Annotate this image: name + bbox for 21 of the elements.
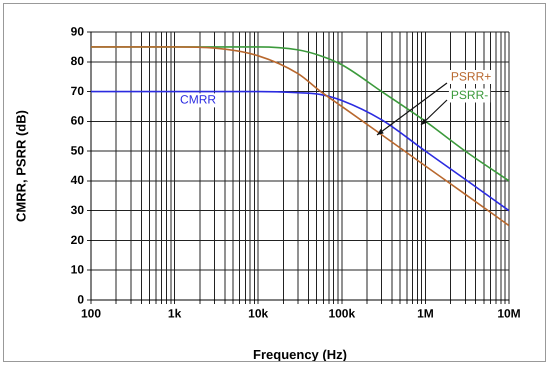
y-tick-label: 80	[70, 54, 84, 68]
y-tick-label: 30	[70, 202, 84, 217]
y-tick-label: 70	[70, 84, 84, 98]
x-axis-title: Frequency (Hz)	[253, 346, 347, 362]
x-tick-label: 10M	[497, 306, 521, 321]
series-label: CMRR	[180, 92, 216, 107]
y-tick-label: 50	[70, 143, 84, 158]
y-tick-label: 60	[70, 114, 84, 128]
text: PSRR+	[450, 69, 492, 84]
y-tick-label: 90	[70, 24, 84, 38]
y-tick-label: 0	[77, 292, 84, 306]
x-tick-label: 1M	[417, 306, 434, 321]
y-tick-label: 10	[70, 262, 84, 277]
x-tick-label: 10k	[248, 306, 269, 321]
y-axis-title: CMRR, PSRR (dB)	[13, 110, 28, 222]
y-tick-label: 20	[70, 232, 84, 247]
x-tick-label: 100	[80, 306, 102, 321]
x-tick-label: 1k	[168, 306, 182, 321]
text: PSRR-	[450, 88, 488, 102]
x-tick-label: 100k	[328, 306, 356, 321]
y-tick-label: 40	[70, 173, 84, 188]
